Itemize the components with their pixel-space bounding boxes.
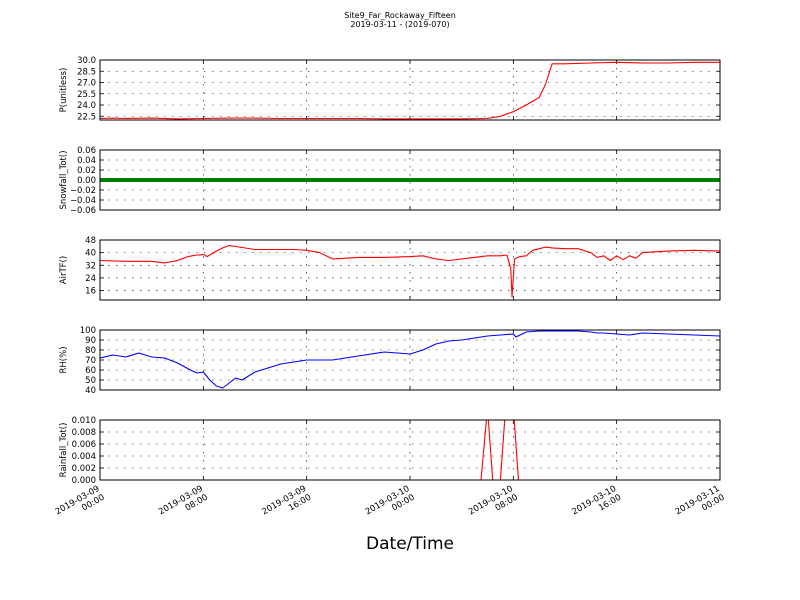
axes-frame [99,149,721,211]
axes-frame [99,329,721,391]
y-tick-label: 24.0 [77,101,96,111]
chart-subtitle: 2019-03-11 - (2019-070) [350,20,450,29]
y-tick-label: −0.04 [70,196,96,206]
y-tick-label: 40 [85,249,96,259]
y-axis-label: Rainfall_Tot() [59,423,69,478]
x-tick-label: 2019-03-0900:00 [54,484,107,526]
y-tick-label: 25.5 [77,90,96,100]
chart-title: Site9_Far_Rockaway_Fifteen [344,11,456,20]
y-tick-label: 0.04 [77,156,96,166]
y-tick-label: 0.00 [77,176,96,186]
x-axis-label: Date/Time [366,534,454,554]
axes-frame [99,59,721,121]
series-line [100,61,720,120]
axes-frame [99,419,721,481]
y-tick-label: 48 [85,236,96,246]
y-axis-label: Snowfall_Tot() [59,150,69,209]
y-tick-label: 0.010 [72,416,96,426]
y-tick-label: 100 [80,326,96,336]
y-tick-label: 30.0 [77,56,96,66]
y-tick-label: 22.5 [77,112,96,122]
y-tick-label: 0.02 [77,166,96,176]
y-tick-label: 0.006 [72,440,96,450]
y-tick-label: 27.0 [77,79,96,89]
y-tick-label: 80 [85,346,96,356]
y-tick-label: 0.004 [72,452,96,462]
y-tick-label: 16 [85,287,96,297]
x-tick-label: 2019-03-0908:00 [157,484,210,526]
y-tick-label: −0.02 [70,186,96,196]
y-tick-label: 0.06 [77,146,96,156]
y-tick-label: 0.008 [72,428,96,438]
y-axis-label: RH(%) [59,346,69,373]
x-tick-label: 2019-03-1008:00 [467,484,520,526]
y-axis-label: AirTF() [59,256,69,284]
y-tick-label: 0.000 [72,476,96,486]
y-tick-label: 90 [85,336,96,346]
y-axis-label: P(unitless) [59,68,69,113]
y-tick-label: 32 [85,261,96,271]
y-tick-label: 60 [85,366,96,376]
y-tick-label: 28.5 [77,67,96,77]
x-tick-label: 2019-03-1000:00 [364,484,417,526]
y-tick-label: −0.06 [70,206,96,216]
y-tick-label: 24 [85,274,96,284]
y-tick-label: 40 [85,386,96,396]
series-line [100,244,720,298]
y-tick-label: 70 [85,356,96,366]
x-tick-label: 2019-03-0916:00 [260,484,313,526]
y-tick-label: 0.002 [72,464,96,474]
x-tick-label: 2019-03-1016:00 [570,484,623,526]
axes-frame [99,239,721,301]
series-line [100,330,720,389]
x-tick-label: 2019-03-1100:00 [674,484,727,526]
y-tick-label: 50 [85,376,96,386]
series-line [100,420,720,480]
